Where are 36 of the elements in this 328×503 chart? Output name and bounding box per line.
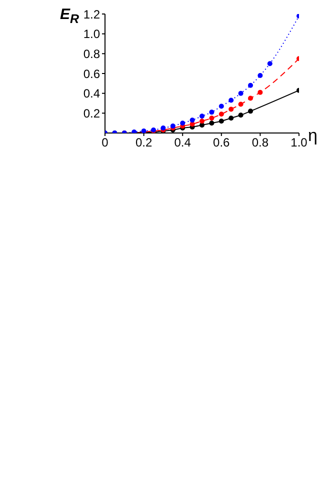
point <box>218 112 224 117</box>
y-tick-label: 0.6 <box>83 66 100 81</box>
x-tick-label: 1.0 <box>290 136 308 150</box>
y-axis-title: E$_{R}$ <box>60 6 80 26</box>
point <box>209 116 214 121</box>
x-tick-label: 0.8 <box>252 136 269 150</box>
point <box>238 112 244 118</box>
point <box>200 114 204 119</box>
y-tick-label: 0.8 <box>83 46 100 61</box>
point <box>248 108 253 114</box>
point <box>228 98 234 103</box>
y-tick-label: 0.4 <box>83 86 100 101</box>
y-tick-label: 0.2 <box>83 106 100 120</box>
point <box>267 61 272 66</box>
point <box>218 118 224 124</box>
point <box>228 106 234 112</box>
point <box>180 120 186 126</box>
x-tick-label: 0.6 <box>213 136 230 150</box>
x-tick-label: 0 <box>102 136 109 150</box>
point <box>248 82 253 88</box>
y-tick-label: 1.0 <box>83 27 100 42</box>
y-tick-label: 1.2 <box>83 7 100 22</box>
point <box>238 90 244 96</box>
point <box>258 72 263 78</box>
point <box>200 118 204 124</box>
x-tick-label: 0.2 <box>135 136 152 150</box>
point <box>228 116 234 121</box>
point <box>258 90 263 95</box>
x-tick-label: 0.4 <box>174 136 192 150</box>
x-axis-title: η <box>308 126 318 146</box>
point <box>238 102 244 107</box>
point <box>190 118 195 123</box>
point <box>248 96 253 101</box>
point <box>218 104 224 109</box>
point <box>209 120 214 126</box>
point <box>209 110 214 115</box>
